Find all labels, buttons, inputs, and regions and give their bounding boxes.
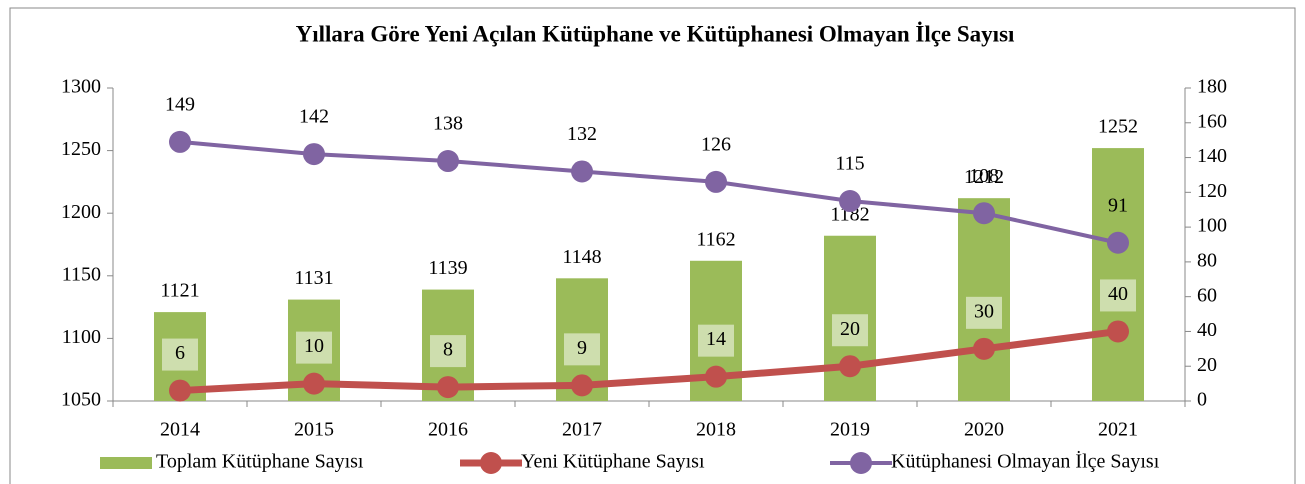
legend-label: Kütüphanesi Olmayan İlçe Sayısı [891, 450, 1160, 473]
x-tick-label: 2021 [1098, 419, 1138, 441]
line-label: 142 [299, 106, 329, 128]
y2-tick-label: 180 [1197, 76, 1227, 98]
x-tick-label: 2017 [562, 419, 602, 441]
x-tick-label: 2019 [830, 419, 870, 441]
bar-label: 1139 [428, 257, 467, 279]
line-label: 91 [1108, 194, 1128, 216]
x-tick-label: 2018 [696, 419, 736, 441]
legend-marker [850, 452, 872, 474]
x-tick-label: 2015 [294, 419, 334, 441]
line-label: 149 [165, 93, 195, 115]
y2-tick-label: 60 [1197, 284, 1217, 306]
line-label: 30 [974, 300, 994, 322]
y2-tick-label: 80 [1197, 249, 1217, 271]
line-marker [705, 365, 727, 388]
x-tick-label: 2016 [428, 419, 468, 441]
y-tick-label: 1100 [62, 326, 101, 348]
y2-tick-label: 100 [1197, 215, 1227, 237]
line-label: 40 [1108, 283, 1128, 305]
line-marker [169, 130, 191, 153]
label-box [966, 296, 1002, 329]
label-box [1100, 279, 1136, 312]
line-marker [973, 337, 995, 360]
line-label: 126 [701, 133, 731, 155]
y-tick-label: 1300 [61, 76, 101, 98]
line-label: 132 [567, 123, 597, 145]
line-marker [303, 372, 325, 395]
line-marker [303, 143, 325, 166]
y2-tick-label: 20 [1197, 354, 1217, 376]
line-marker [571, 160, 593, 183]
bar-label: 1148 [562, 246, 601, 268]
x-tick-label: 2020 [964, 419, 1004, 441]
bar-label: 1252 [1098, 116, 1138, 138]
bar-label: 1182 [830, 203, 869, 225]
line-marker [1107, 231, 1129, 254]
line-marker [169, 379, 191, 402]
y-tick-label: 1200 [61, 201, 101, 223]
line-label: 14 [706, 328, 726, 350]
line-marker [973, 202, 995, 225]
bar-label: 1121 [160, 280, 199, 302]
label-box [162, 338, 198, 371]
line-marker [839, 355, 861, 378]
x-tick-label: 2014 [160, 419, 200, 441]
chart-frame [9, 7, 1296, 484]
legend-marker [480, 452, 502, 474]
legend-label: Yeni Kütüphane Sayısı [521, 451, 705, 473]
line-marker [1107, 320, 1129, 343]
line-label: 10 [304, 335, 324, 357]
bar-label: 1131 [294, 267, 333, 289]
y-tick-label: 1150 [62, 263, 101, 285]
line-label: 115 [835, 153, 864, 175]
legend-swatch [100, 457, 152, 469]
line-label: 8 [443, 339, 453, 361]
line-label: 6 [175, 342, 185, 364]
line-marker [437, 150, 459, 173]
y2-tick-label: 140 [1197, 145, 1227, 167]
label-box [296, 331, 332, 364]
y2-tick-label: 160 [1197, 110, 1227, 132]
line-label: 108 [969, 165, 999, 187]
chart-title: Yıllara Göre Yeni Açılan Kütüphane ve Kü… [296, 21, 1015, 46]
line-marker [705, 170, 727, 193]
line-label: 9 [577, 337, 587, 359]
label-box [430, 335, 466, 368]
line-marker [571, 374, 593, 397]
line-label: 20 [840, 318, 860, 340]
legend-label: Toplam Kütüphane Sayısı [156, 451, 364, 473]
label-box [832, 314, 868, 347]
y2-tick-label: 120 [1197, 180, 1227, 202]
line-label: 138 [433, 113, 463, 135]
y2-tick-label: 0 [1197, 389, 1207, 411]
line [179, 139, 1119, 245]
line-marker [437, 376, 459, 399]
label-box [564, 333, 600, 366]
bar [1092, 148, 1144, 401]
bar-label: 1162 [696, 228, 735, 250]
bar-label: 1212 [964, 166, 1004, 188]
label-box [698, 324, 734, 357]
y-tick-label: 1050 [61, 389, 101, 411]
line-marker [839, 190, 861, 213]
line [179, 327, 1119, 395]
y2-tick-label: 40 [1197, 319, 1217, 341]
y-tick-label: 1250 [61, 138, 101, 160]
